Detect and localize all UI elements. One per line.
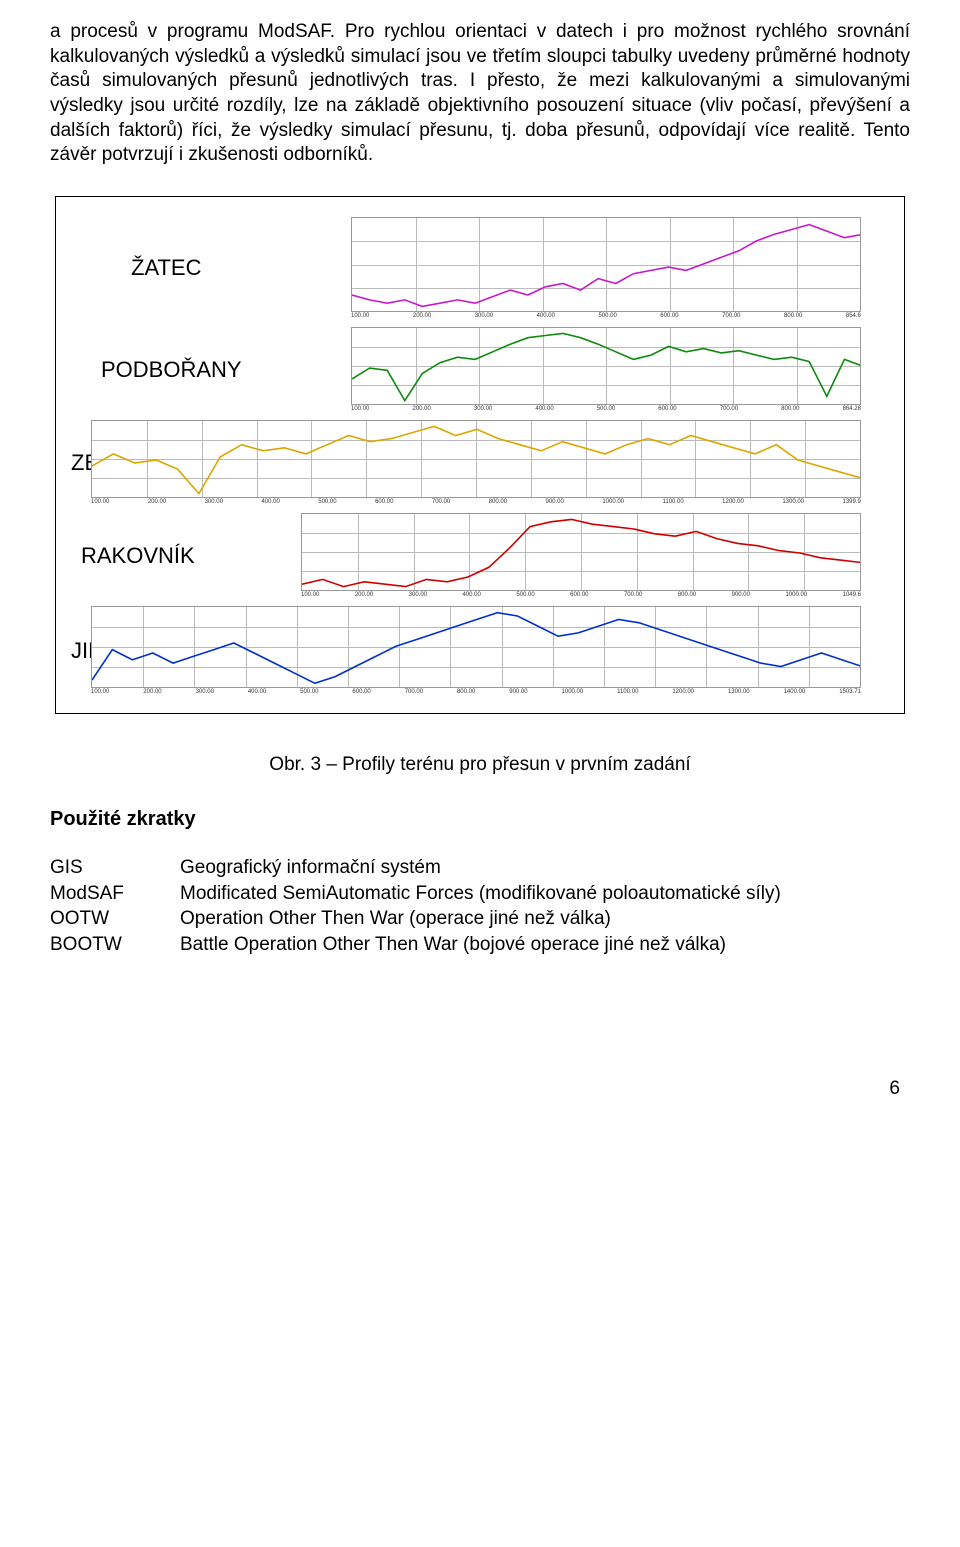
tick-label: 200.00 [143, 689, 161, 695]
tick-label: 1000.00 [602, 499, 624, 505]
page-number: 6 [50, 1078, 910, 1100]
chart-plot [351, 327, 861, 405]
tick-label: 300.00 [475, 313, 493, 319]
tick-label: 400.00 [462, 592, 480, 598]
abbr-key: OOTW [50, 906, 180, 932]
tick-label: 500.00 [598, 313, 616, 319]
tick-label: 500.00 [597, 406, 615, 412]
abbr-row: GISGeografický informační systém [50, 855, 910, 881]
tick-label: 1300.00 [728, 689, 750, 695]
abbr-key: GIS [50, 855, 180, 881]
tick-label: 900.00 [546, 499, 564, 505]
tick-label: 700.00 [722, 313, 740, 319]
abbr-heading: Použité zkratky [50, 808, 910, 831]
tick-label: 300.00 [409, 592, 427, 598]
tick-label: 800.00 [457, 689, 475, 695]
tick-label: 1000.00 [785, 592, 807, 598]
chart-plot [91, 420, 861, 498]
abbr-table: GISGeografický informační systémModSAFMo… [50, 855, 910, 958]
tick-label: 800.00 [489, 499, 507, 505]
chart-xticks: 100.00 200.00 300.00 400.00 500.00 600.00 700.… [351, 312, 861, 319]
tick-label: 300.00 [474, 406, 492, 412]
tick-label: 700.00 [720, 406, 738, 412]
tick-label: 400.00 [261, 499, 279, 505]
tick-label: 200.00 [148, 499, 166, 505]
abbr-key: ModSAF [50, 881, 180, 907]
abbr-row: BOOTWBattle Operation Other Then War (bo… [50, 932, 910, 958]
tick-label: 500.00 [516, 592, 534, 598]
tick-label: 1000.00 [562, 689, 584, 695]
tick-label: 300.00 [205, 499, 223, 505]
tick-label: 900.00 [509, 689, 527, 695]
tick-label: 800.00 [678, 592, 696, 598]
figure-caption: Obr. 3 – Profily terénu pro přesun v prv… [50, 754, 910, 776]
tick-label: 600.00 [660, 313, 678, 319]
abbr-value: Geografický informační systém [180, 855, 441, 881]
tick-label: 1100.00 [662, 499, 683, 505]
tick-label: 854.6 [846, 313, 861, 319]
tick-label: 700.00 [405, 689, 423, 695]
chart-label: ŽATEC [131, 255, 351, 281]
tick-label: 500.00 [318, 499, 336, 505]
chart-plot [91, 606, 861, 688]
abbr-value: Modificated SemiAutomatic Forces (modifi… [180, 881, 781, 907]
tick-label: 400.00 [537, 313, 555, 319]
tick-label: 100.00 [91, 499, 109, 505]
abbr-key: BOOTW [50, 932, 180, 958]
tick-label: 100.00 [351, 313, 369, 319]
tick-label: 200.00 [355, 592, 373, 598]
chart-label: PODBOŘANY [101, 357, 351, 383]
tick-label: 1200.00 [722, 499, 744, 505]
tick-label: 1200.00 [672, 689, 694, 695]
chart-plot [301, 513, 861, 591]
tick-label: 700.00 [432, 499, 450, 505]
tick-label: 100.00 [301, 592, 319, 598]
tick-label: 600.00 [570, 592, 588, 598]
tick-label: 1399.9 [842, 499, 860, 505]
chart-xticks: 100.00 200.00 300.00 400.00 500.00 600.00 700.… [91, 688, 861, 695]
abbr-value: Battle Operation Other Then War (bojové … [180, 932, 726, 958]
chart-label: JINCE [71, 638, 91, 664]
body-paragraph: a procesů v programu ModSAF. Pro rychlou… [50, 20, 910, 168]
tick-label: 1503.71 [839, 689, 861, 695]
tick-label: 300.00 [196, 689, 214, 695]
tick-label: 500.00 [300, 689, 318, 695]
abbr-row: OOTWOperation Other Then War (operace ji… [50, 906, 910, 932]
tick-label: 800.00 [781, 406, 799, 412]
tick-label: 800.00 [784, 313, 802, 319]
tick-label: 400.00 [535, 406, 553, 412]
tick-label: 700.00 [624, 592, 642, 598]
tick-label: 200.00 [412, 406, 430, 412]
abbr-value: Operation Other Then War (operace jiné n… [180, 906, 611, 932]
tick-label: 100.00 [91, 689, 109, 695]
tick-label: 100.00 [351, 406, 369, 412]
tick-label: 600.00 [375, 499, 393, 505]
tick-label: 900.00 [732, 592, 750, 598]
tick-label: 600.00 [352, 689, 370, 695]
tick-label: 864.28 [843, 406, 861, 412]
tick-label: 1049.6 [843, 592, 861, 598]
tick-label: 1300.00 [782, 499, 804, 505]
chart-plot [351, 217, 861, 312]
tick-label: 400.00 [248, 689, 266, 695]
tick-label: 600.00 [658, 406, 676, 412]
chart-xticks: 100.00 200.00 300.00 400.00 500.00 600.00 700.… [91, 498, 861, 505]
chart-xticks: 100.00 200.00 300.00 400.00 500.00 600.00 700.… [301, 591, 861, 598]
tick-label: 1100.00 [617, 689, 638, 695]
chart-label: RAKOVNÍK [81, 543, 301, 569]
chart-label: ZBIROH [71, 450, 91, 476]
charts-frame: ŽATEC 100.00 200.00 300.00 400.00 500.00 600.0… [55, 196, 905, 714]
chart-xticks: 100.00 200.00 300.00 400.00 500.00 600.00 700.… [351, 405, 861, 412]
abbr-row: ModSAFModificated SemiAutomatic Forces (… [50, 881, 910, 907]
tick-label: 1400.00 [784, 689, 806, 695]
tick-label: 200.00 [413, 313, 431, 319]
